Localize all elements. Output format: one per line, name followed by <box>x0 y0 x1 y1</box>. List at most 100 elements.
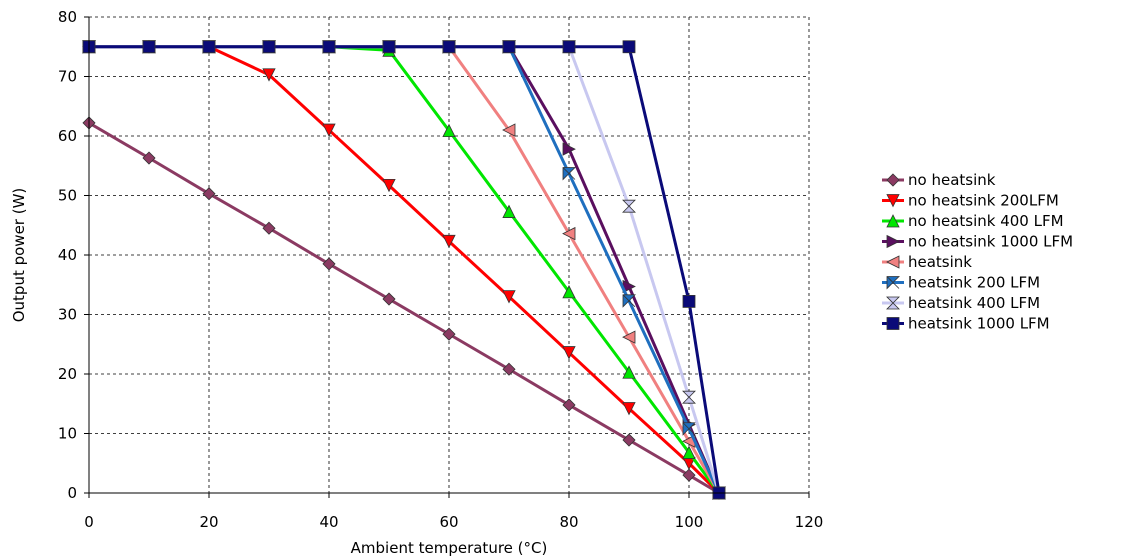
y-tick-label: 40 <box>58 246 77 264</box>
data-point <box>382 292 396 306</box>
x-axis-ticks: 0 20 40 60 80 100 120 <box>84 493 823 531</box>
legend-marker <box>886 255 900 269</box>
data-point <box>442 234 456 249</box>
data-point <box>262 40 276 54</box>
x-tick-label: 60 <box>439 513 458 531</box>
legend-marker <box>886 317 900 330</box>
series-line-no-heatsink-1000-lfm <box>89 45 721 494</box>
data-point <box>622 294 636 308</box>
legend-entry-no-heatsink-400-lfm: no heatsink 400 LFM <box>882 212 1064 230</box>
data-point <box>142 40 156 54</box>
legend-marker <box>886 296 900 310</box>
data-point <box>682 390 696 404</box>
series-heatsink-400-lfm <box>82 40 726 500</box>
data-point <box>562 398 576 412</box>
data-point <box>622 365 636 379</box>
x-tick-label: 80 <box>559 513 578 531</box>
data-point <box>502 204 516 218</box>
legend-label: no heatsink 1000 LFM <box>908 233 1073 251</box>
y-tick-label: 70 <box>58 68 77 86</box>
x-tick-label: 0 <box>84 513 94 531</box>
y-tick-label: 80 <box>58 8 77 26</box>
data-point <box>622 330 636 344</box>
y-axis-title: Output power (W) <box>10 188 28 323</box>
data-point <box>442 123 456 138</box>
y-tick-label: 50 <box>58 187 77 205</box>
x-tick-label: 100 <box>675 513 704 531</box>
legend-label: heatsink 1000 LFM <box>908 315 1050 333</box>
series-no-heatsink-200lfm <box>82 40 726 500</box>
data-point <box>622 402 636 416</box>
legend-entry-no-heatsink-1000-lfm: no heatsink 1000 LFM <box>882 233 1073 251</box>
data-point <box>322 257 336 271</box>
data-point <box>502 290 516 304</box>
series-line-heatsink-1000-lfm <box>89 45 721 494</box>
data-point <box>622 40 636 54</box>
y-axis-ticks: 0 10 20 30 40 50 60 70 80 <box>58 8 89 502</box>
y-tick-label: 60 <box>58 127 77 145</box>
legend-label: no heatsink <box>908 171 996 189</box>
series-heatsink-1000-lfm <box>82 40 726 500</box>
series-no-heatsink-1000-lfm <box>82 40 726 500</box>
y-tick-label: 30 <box>58 306 77 324</box>
data-point <box>682 468 696 482</box>
y-tick-label: 10 <box>58 425 77 443</box>
data-point <box>502 40 516 54</box>
legend-marker <box>886 173 900 187</box>
data-point <box>322 123 336 137</box>
data-point <box>382 40 396 54</box>
y-tick-label: 0 <box>67 484 77 502</box>
legend-marker <box>886 276 900 290</box>
legend-entry-heatsink-400-lfm: heatsink 400 LFM <box>882 294 1040 312</box>
x-tick-label: 40 <box>319 513 338 531</box>
x-axis-title: Ambient temperature (°C) <box>351 539 548 557</box>
legend-label: heatsink 200 LFM <box>908 274 1040 292</box>
series-line-no-heatsink <box>88 121 720 495</box>
data-point <box>562 40 576 54</box>
axes <box>88 17 809 494</box>
data-point <box>562 142 576 156</box>
series-no-heatsink-400-lfm <box>82 39 726 500</box>
series-line-heatsink-200-lfm <box>89 45 721 494</box>
data-point <box>682 445 696 459</box>
data-point <box>322 40 336 54</box>
legend-label: no heatsink 200LFM <box>908 192 1059 210</box>
legend-label: heatsink <box>908 253 972 271</box>
legend-entry-no-heatsink-200lfm: no heatsink 200LFM <box>882 192 1059 210</box>
data-point <box>562 167 576 181</box>
legend: no heatsink no heatsink 200LFM no heatsink… <box>882 171 1073 333</box>
x-tick-label: 120 <box>795 513 824 531</box>
data-point <box>562 226 576 241</box>
data-point <box>262 68 276 82</box>
series-group <box>82 39 726 500</box>
data-point <box>442 327 456 341</box>
data-point <box>142 151 156 165</box>
legend-marker <box>886 234 900 249</box>
legend-marker <box>886 194 900 208</box>
data-point <box>682 295 696 308</box>
legend-entry-no-heatsink: no heatsink <box>882 171 996 189</box>
data-point <box>202 187 216 201</box>
data-point <box>622 433 636 447</box>
data-point <box>442 40 456 54</box>
series-line-no-heatsink-200lfm <box>89 45 721 495</box>
data-point <box>562 284 576 299</box>
x-tick-label: 20 <box>199 513 218 531</box>
legend-marker <box>886 214 900 228</box>
legend-entry-heatsink: heatsink <box>882 253 972 271</box>
legend-entry-heatsink-200-lfm: heatsink 200 LFM <box>882 274 1040 292</box>
data-point <box>622 199 636 213</box>
legend-label: no heatsink 400 LFM <box>908 212 1064 230</box>
data-point <box>262 221 276 235</box>
series-heatsink <box>82 40 726 500</box>
data-point <box>502 362 516 376</box>
data-point <box>382 178 396 193</box>
series-line-heatsink <box>89 45 721 494</box>
grid-lines <box>88 16 810 494</box>
data-point <box>562 346 576 360</box>
series-no-heatsink <box>82 116 726 500</box>
legend-label: heatsink 400 LFM <box>908 294 1040 312</box>
series-line-heatsink-400-lfm <box>89 45 721 494</box>
series-heatsink-200-lfm <box>82 40 726 500</box>
